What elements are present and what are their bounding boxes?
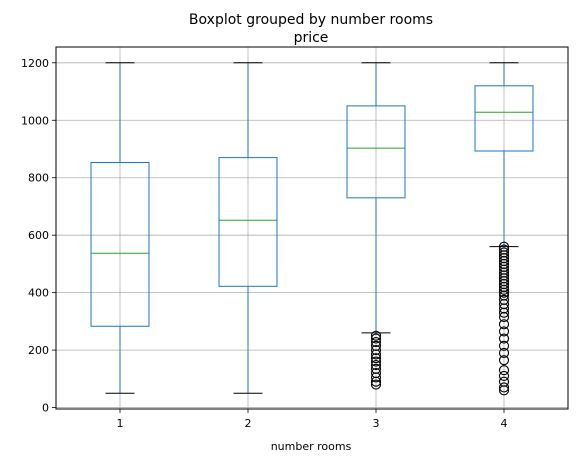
outlier-point	[370, 345, 382, 356]
y-tick-label: 1000	[21, 114, 49, 127]
outlier-point	[370, 356, 382, 367]
iqr-box	[218, 157, 278, 287]
outlier-point	[498, 355, 510, 366]
outlier-point	[370, 333, 382, 344]
chart-suptitle: Boxplot grouped by number rooms	[189, 12, 433, 28]
y-tick-label: 400	[28, 287, 49, 300]
outlier-point	[498, 307, 510, 318]
x-tick-label: 1	[117, 417, 124, 430]
box-group-3	[346, 62, 406, 390]
y-tick-label: 200	[28, 344, 49, 357]
x-tick-label: 3	[373, 417, 380, 430]
outlier-point	[370, 330, 382, 341]
outlier-point	[498, 326, 510, 337]
y-tick-label: 800	[28, 172, 49, 185]
outlier-point	[498, 370, 510, 382]
outlier-point	[498, 333, 510, 344]
y-tick-label: 0	[42, 402, 49, 415]
outlier-point	[498, 347, 510, 359]
outlier-point	[370, 353, 382, 364]
outlier-point	[498, 312, 510, 323]
box-group-1	[90, 62, 150, 394]
outlier-point	[370, 379, 382, 390]
outlier-point	[370, 337, 382, 348]
x-axis-label: number rooms	[271, 440, 352, 453]
x-tick-label: 4	[501, 417, 508, 430]
iqr-box	[346, 105, 406, 199]
y-tick-label: 1200	[21, 57, 49, 70]
outlier-point	[498, 340, 510, 351]
box-layer	[90, 62, 534, 396]
outlier-point	[498, 287, 510, 298]
outlier-point	[498, 385, 510, 396]
grid-layer	[56, 47, 568, 409]
iqr-box	[90, 161, 150, 327]
outlier-point	[498, 284, 510, 295]
chart-title: price	[294, 30, 329, 46]
outlier-point	[498, 382, 510, 393]
outlier-point	[498, 319, 510, 330]
outlier-point	[370, 359, 382, 371]
box-group-4	[474, 62, 534, 396]
outlier-point	[370, 376, 382, 387]
box-group-2	[218, 62, 278, 394]
plot-frame	[55, 46, 569, 410]
outlier-point	[498, 365, 510, 376]
outlier-point	[370, 349, 382, 360]
outlier-point	[370, 372, 382, 383]
x-tick-label: 2	[245, 417, 252, 430]
y-tick-label: 600	[28, 229, 49, 242]
iqr-box	[474, 85, 534, 152]
axis-layer: 0 200 400 600 800 1000 1200 1 2 3 4	[21, 57, 508, 430]
